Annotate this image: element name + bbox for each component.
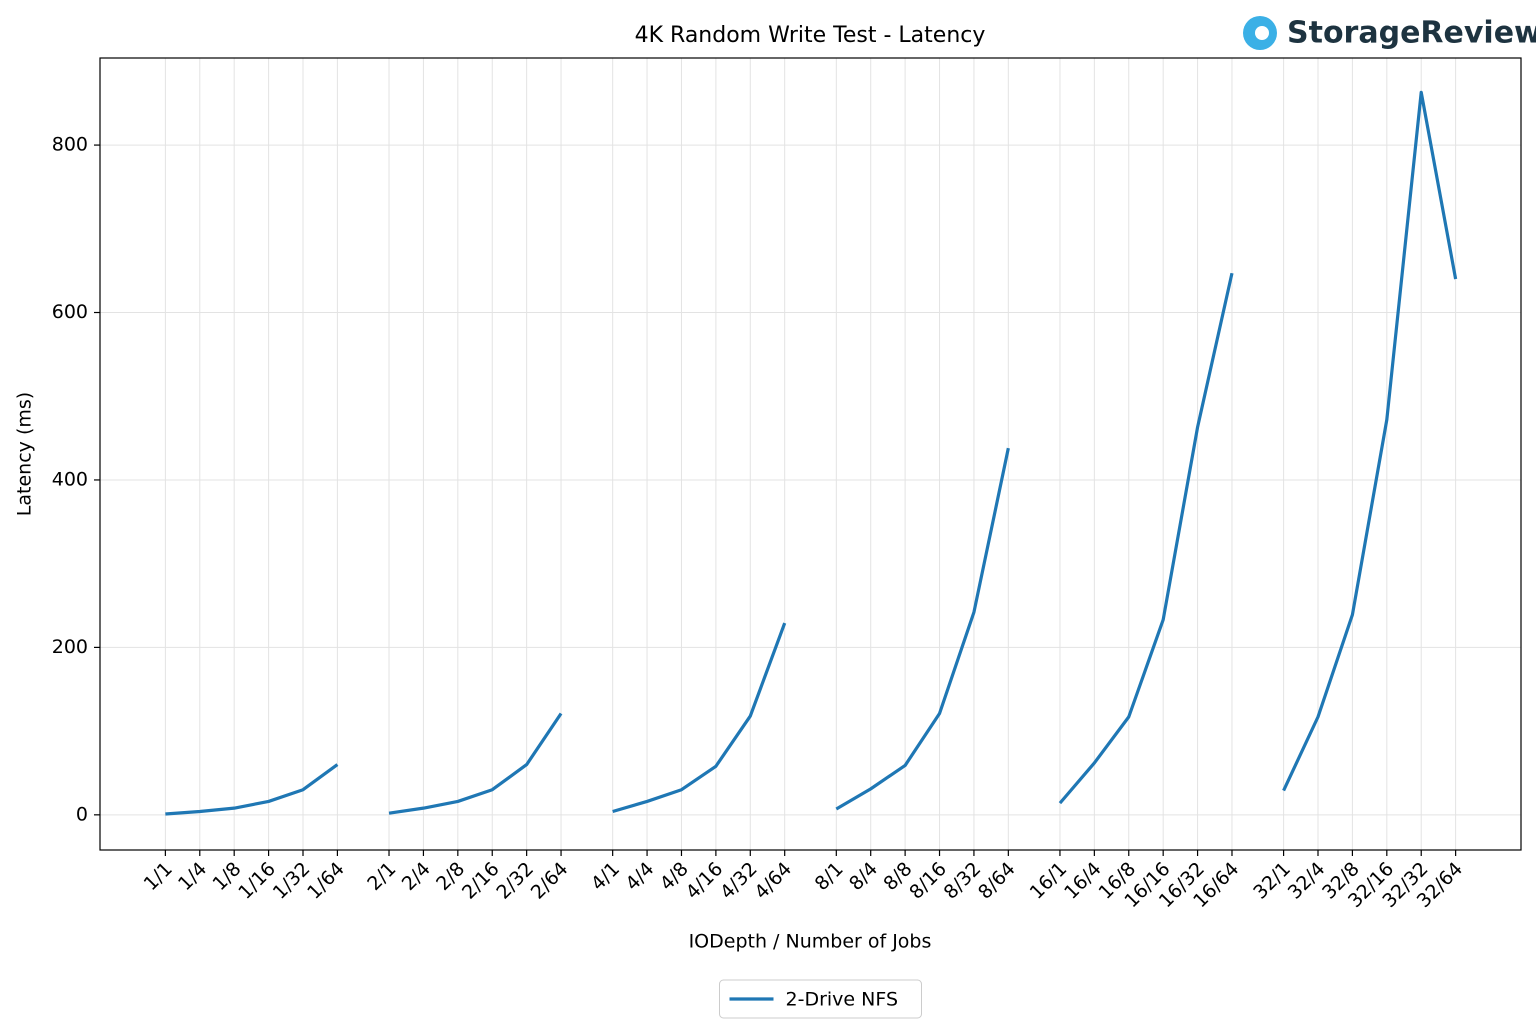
chart-title: 4K Random Write Test - Latency: [635, 23, 986, 48]
brand-logo: StorageReview: [1243, 16, 1536, 51]
y-tick-label: 800: [52, 134, 88, 156]
brand-name: StorageReview: [1287, 16, 1536, 51]
y-tick-label: 400: [52, 468, 88, 490]
y-axis-label: Latency (ms): [14, 392, 36, 516]
y-tick-label: 600: [52, 301, 88, 323]
data-line: [165, 90, 1458, 816]
legend-label: 2-Drive NFS: [786, 989, 899, 1011]
y-tick-label: 0: [76, 803, 88, 825]
y-tick-label: 200: [52, 636, 88, 658]
legend-frame: [719, 979, 922, 1019]
logo-icon-inner: [1255, 26, 1269, 40]
plot-frame: [99, 57, 1522, 851]
x-axis-label: IODepth / Number of Jobs: [689, 931, 932, 953]
legend: 2-Drive NFS: [719, 979, 922, 1019]
